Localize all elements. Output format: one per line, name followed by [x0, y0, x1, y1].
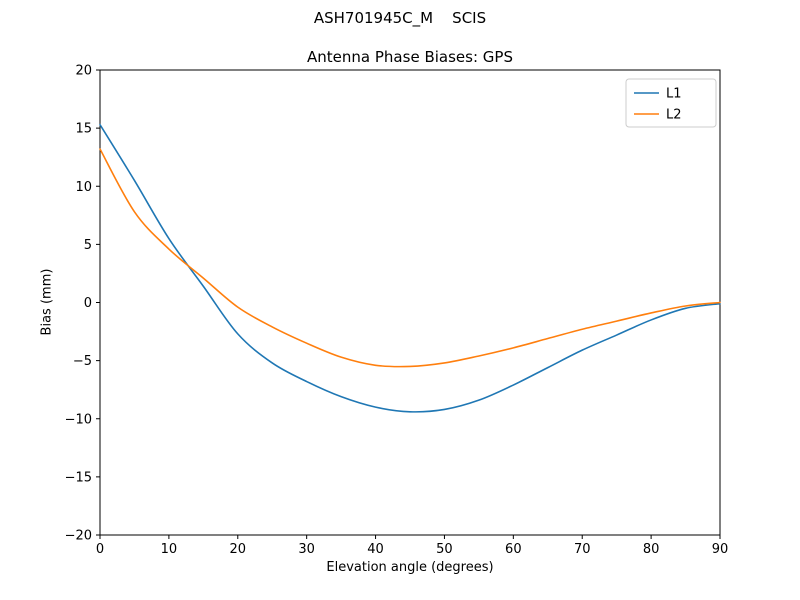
- y-tick-label: −15: [65, 470, 92, 485]
- x-tick-label: 90: [712, 542, 729, 557]
- y-axis-label: Bias (mm): [39, 268, 55, 336]
- y-tick-label: 10: [75, 180, 92, 195]
- x-tick-label: 20: [230, 542, 247, 557]
- legend-label-l2: L2: [666, 108, 682, 123]
- y-tick-label: −10: [65, 412, 92, 427]
- x-tick-label: 50: [436, 542, 453, 557]
- y-tick-label: 20: [75, 64, 92, 79]
- x-tick-label: 70: [574, 542, 591, 557]
- series-line-l2: [99, 148, 721, 368]
- x-tick-label: 30: [298, 542, 315, 557]
- legend-label-l1: L1: [666, 87, 682, 102]
- x-tick-label: 40: [367, 542, 384, 557]
- y-tick-label: 5: [84, 238, 92, 253]
- y-tick-label: −20: [65, 529, 92, 544]
- x-tick-label: 0: [96, 542, 104, 557]
- x-axis-label: Elevation angle (degrees): [326, 560, 494, 575]
- y-tick-label: 0: [84, 296, 92, 311]
- y-tick-label: −5: [73, 354, 92, 369]
- y-tick-label: 15: [75, 122, 92, 137]
- figure-suptitle: ASH701945C_M SCIS: [313, 9, 487, 27]
- axes-frame: [99, 69, 721, 536]
- x-tick-label: 60: [505, 542, 522, 557]
- legend-box: [625, 78, 717, 128]
- chart-title: Antenna Phase Biases: GPS: [307, 48, 513, 66]
- series-line-l1: [99, 123, 721, 413]
- x-tick-label: 10: [161, 542, 178, 557]
- x-tick-label: 80: [643, 542, 660, 557]
